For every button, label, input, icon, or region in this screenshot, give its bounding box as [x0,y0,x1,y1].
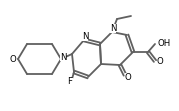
Text: F: F [67,77,72,86]
Text: OH: OH [157,39,171,48]
Text: N: N [60,53,66,61]
Text: O: O [10,55,16,63]
Text: O: O [157,57,163,66]
Text: N: N [82,32,88,41]
Text: N: N [110,24,116,33]
Text: O: O [125,72,131,81]
